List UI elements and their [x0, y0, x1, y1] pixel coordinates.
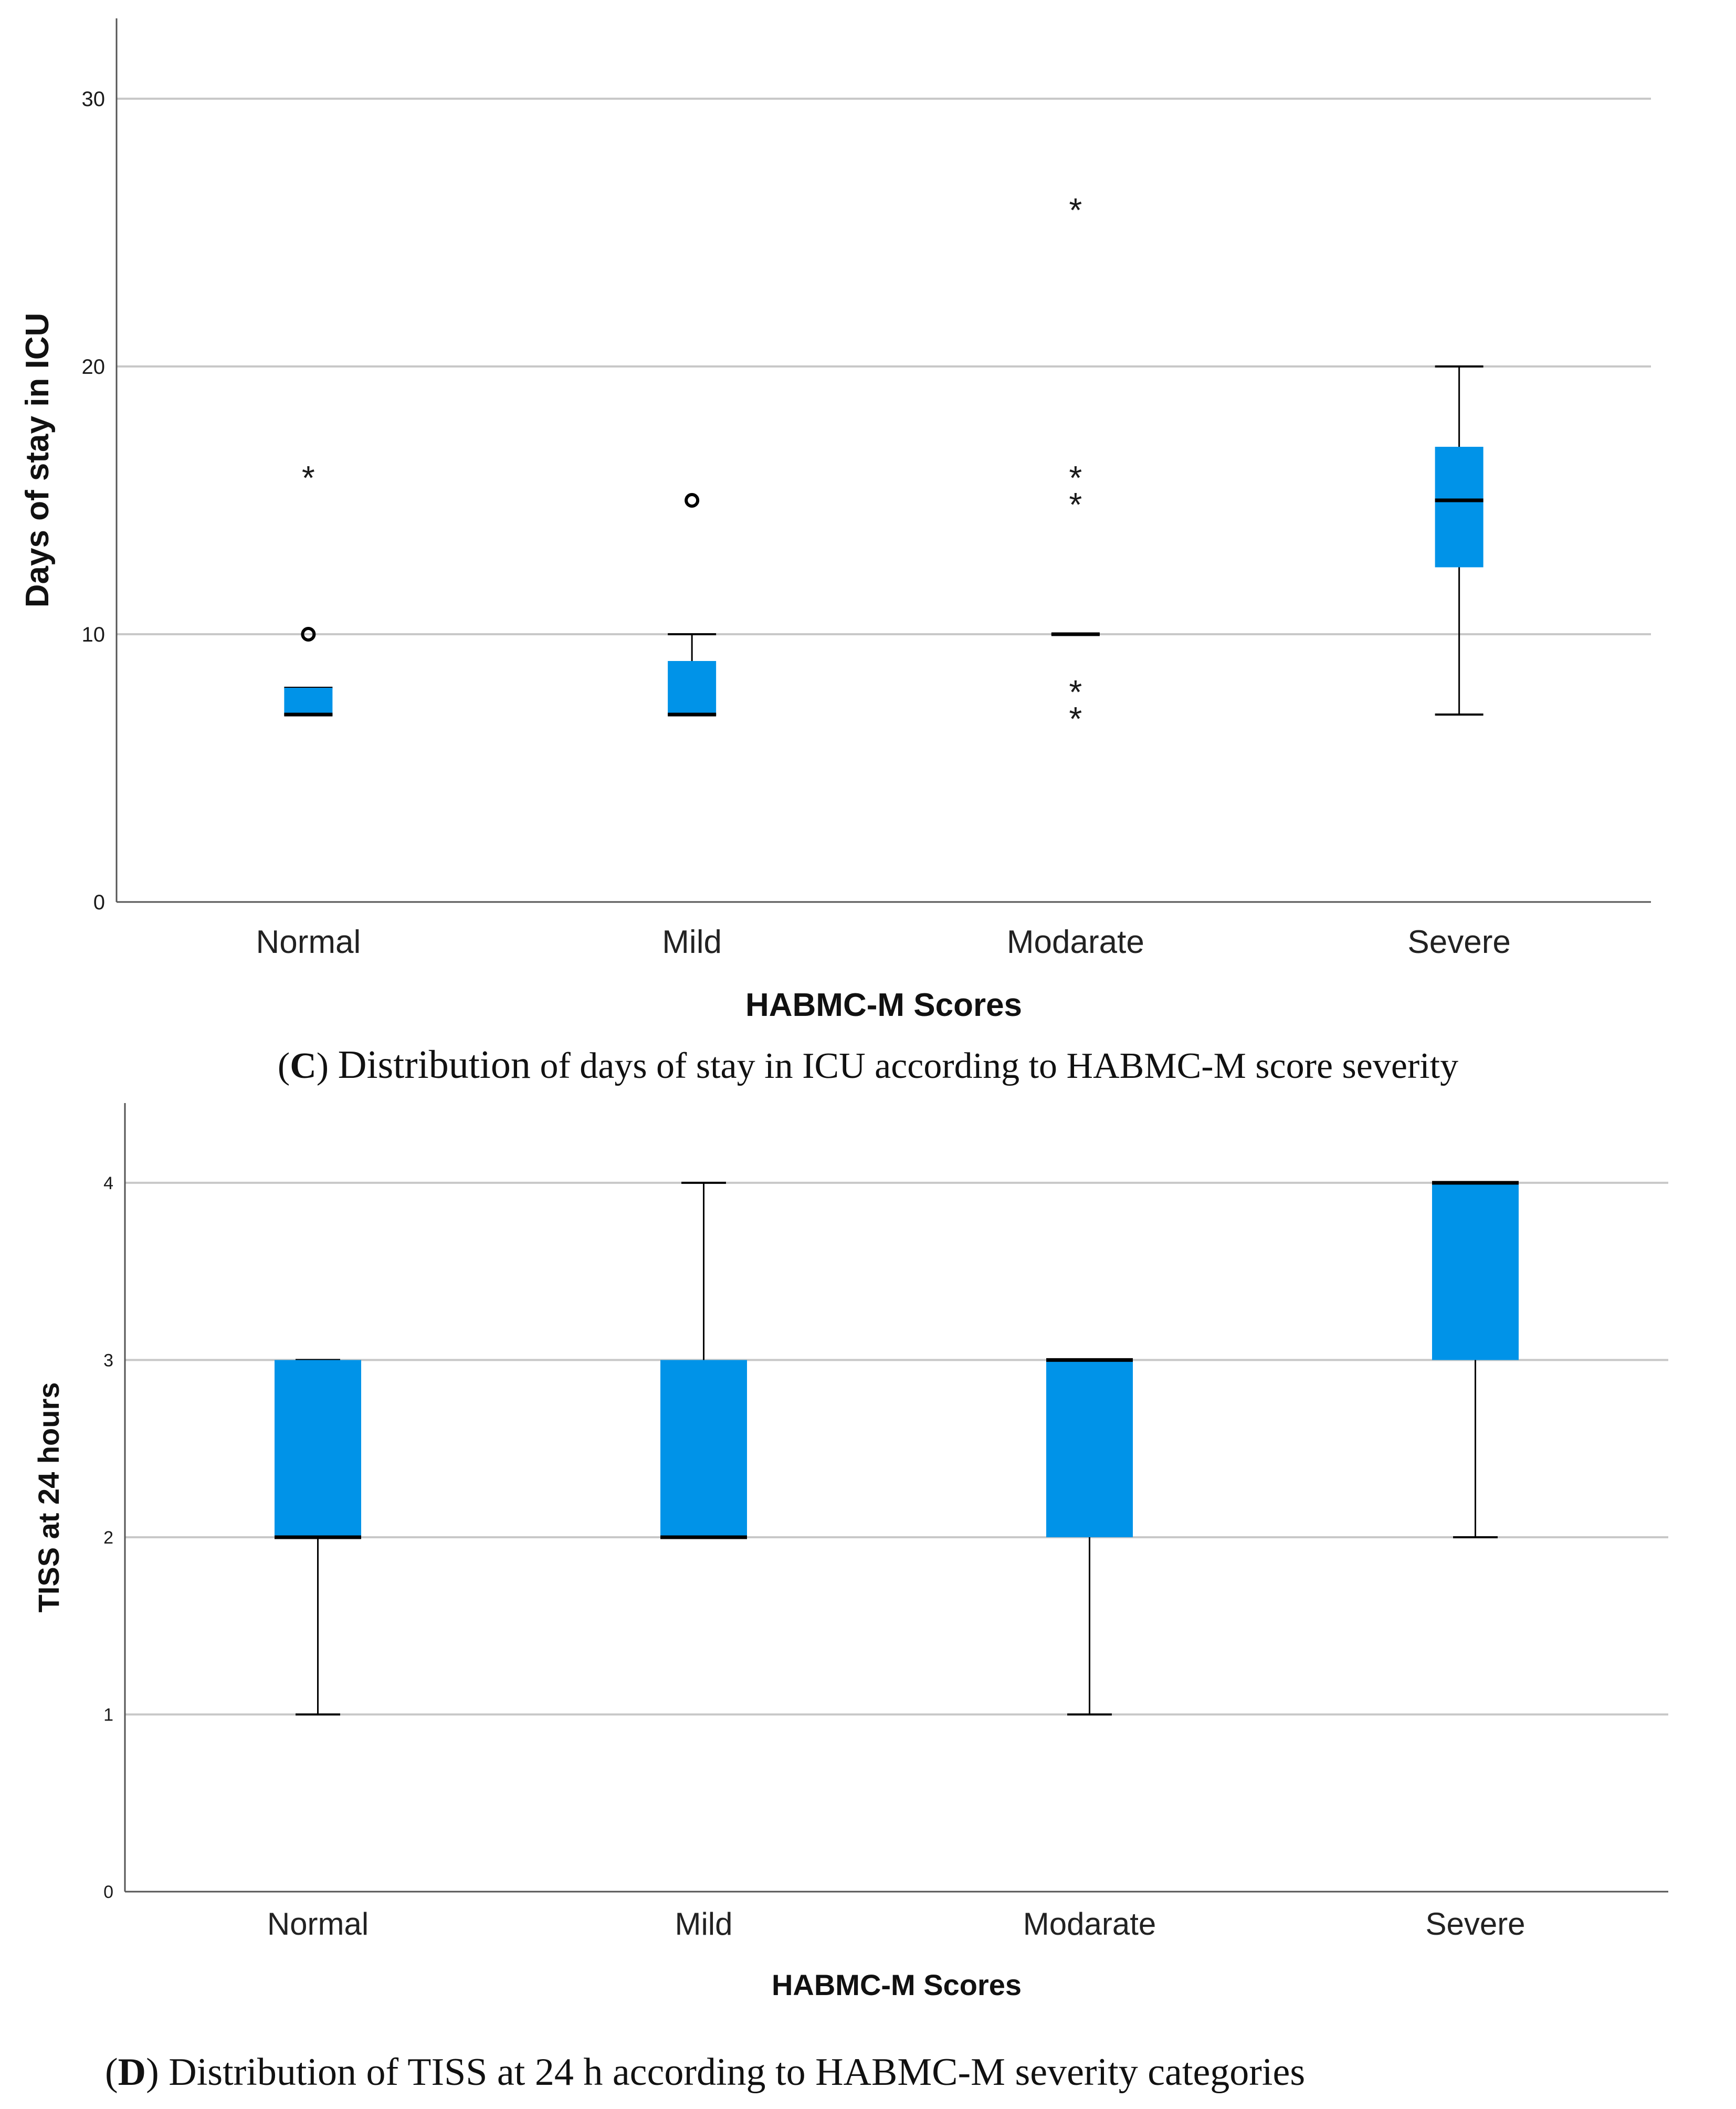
box-severe — [1432, 1181, 1519, 1538]
caption-d: (D) Distribution of TISS at 24 h accordi… — [105, 2051, 1306, 2094]
caption-c-letter: C — [290, 1046, 317, 1086]
extreme-point: * — [1069, 486, 1082, 523]
x-axis-title: HABMC-M Scores — [772, 1968, 1022, 2001]
y-axis-title: Days of stay in ICU — [19, 313, 56, 608]
caption-c-first: Distribution — [338, 1043, 531, 1087]
y-tick-label: 0 — [103, 1882, 113, 1902]
x-tick-label-severe: Severe — [1425, 1906, 1525, 1942]
iqr-box — [284, 688, 333, 715]
y-tick-label: 1 — [103, 1705, 113, 1725]
extreme-point: * — [1069, 700, 1082, 738]
y-tick-label: 10 — [82, 623, 106, 646]
x-tick-label-normal: Normal — [267, 1906, 369, 1942]
extreme-point: * — [1069, 191, 1082, 229]
caption-d-letter: D — [118, 2051, 146, 2094]
extreme-point: * — [1069, 673, 1082, 711]
box-severe — [1435, 365, 1484, 716]
extreme-point: * — [302, 459, 315, 497]
x-axis-title: HABMC-M Scores — [745, 987, 1022, 1023]
panel-d: 0 1 2 3 4 Normal Mild Modarate Severe HABMC-M Sco… — [0, 1103, 1736, 2109]
x-tick-label-mild: Mild — [662, 924, 722, 960]
outlier-point — [685, 493, 700, 508]
iqr-box — [668, 661, 717, 715]
iqr-box — [275, 1360, 361, 1537]
y-tick-label: 20 — [82, 355, 106, 379]
iqr-box — [1046, 1360, 1133, 1537]
y-tick-label: 3 — [103, 1350, 113, 1370]
y-tick-label: 4 — [103, 1173, 113, 1193]
box-modarate — [1046, 1358, 1133, 1716]
box-normal — [275, 1359, 361, 1716]
y-tick-label: 2 — [103, 1528, 113, 1548]
caption-c-rest: of days of stay in ICU according to HABM… — [540, 1046, 1459, 1086]
box-mild — [668, 493, 717, 717]
caption-c: (C) Distribution of days of stay in ICU … — [277, 1043, 1459, 1087]
box-normal: * — [284, 459, 333, 717]
iqr-box — [1435, 447, 1484, 568]
box-mild — [660, 1181, 747, 1539]
panel-c: 0 10 20 30 Normal Mild Modarate Severe HABMC-M S… — [19, 18, 1651, 1087]
x-tick-label-modarate: Modarate — [1023, 1906, 1156, 1942]
box-modarate: ***** — [1051, 191, 1100, 738]
x-tick-label-normal: Normal — [256, 924, 361, 960]
iqr-box — [1432, 1182, 1519, 1360]
chart-d: 0 1 2 3 4 Normal Mild Modarate Severe HABMC-M Sco… — [32, 1103, 1668, 2001]
x-tick-label-modarate: Modarate — [1007, 924, 1144, 960]
caption-d-first: Distribution — [169, 2051, 356, 2094]
y-axis-title: TISS at 24 hours — [32, 1382, 65, 1613]
x-tick-label-mild: Mild — [675, 1906, 732, 1942]
caption-d-rest: of TISS at 24 h according to HABMC-M sev… — [366, 2051, 1306, 2094]
outlier-point — [301, 627, 316, 642]
y-tick-label: 30 — [82, 88, 106, 111]
y-tick-label: 0 — [93, 891, 105, 914]
x-tick-label-severe: Severe — [1407, 924, 1510, 960]
iqr-box — [660, 1360, 747, 1537]
extreme-point: * — [1069, 459, 1082, 497]
chart-c: 0 10 20 30 Normal Mild Modarate Severe HABMC-M S… — [19, 18, 1651, 1023]
